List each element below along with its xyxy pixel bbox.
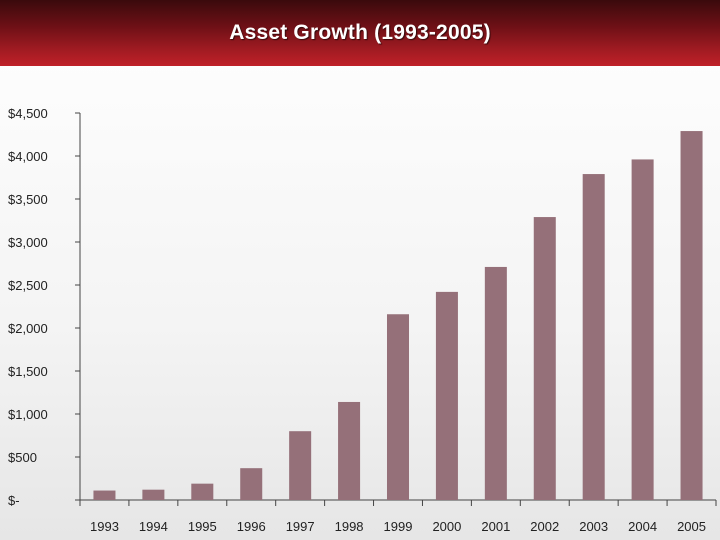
- bar-2000: [435, 291, 458, 500]
- x-tick-label: 2003: [579, 519, 608, 534]
- bar-2004: [631, 159, 654, 500]
- x-tick-label: 2004: [628, 519, 657, 534]
- y-tick-label: $2,000: [8, 321, 48, 336]
- x-axis: 1993 1994 1995 1996 1997 1998 1999 2000 2001 2002…: [79, 499, 717, 534]
- bar-2003: [582, 174, 605, 500]
- y-axis: $- $500 $1,000 $1,500 $2,000 $2,500 $3,000 $3,5…: [8, 106, 81, 508]
- x-tick-label: 2000: [432, 519, 461, 534]
- x-tick-label: 1997: [286, 519, 315, 534]
- x-tick-label: 1993: [90, 519, 119, 534]
- bar-2005: [680, 131, 703, 500]
- x-tick-label: 1998: [335, 519, 364, 534]
- y-tick-label: $1,000: [8, 407, 48, 422]
- bar-1994: [142, 489, 165, 500]
- bar-2002: [533, 217, 556, 500]
- bar-1997: [289, 431, 312, 500]
- bar-1998: [338, 401, 361, 500]
- bar-1999: [386, 314, 410, 500]
- y-tick-label: $3,000: [8, 235, 48, 250]
- bar-1993: [93, 490, 116, 500]
- bars: [93, 131, 703, 500]
- x-tick-label: 1995: [188, 519, 217, 534]
- chart-title: Asset Growth (1993-2005): [229, 21, 491, 44]
- y-tick-label: $3,500: [8, 192, 48, 207]
- x-tick-label: 2005: [677, 519, 706, 534]
- bar-1995: [191, 483, 214, 500]
- x-tick-label: 1999: [384, 519, 413, 534]
- y-tick-label: $4,000: [8, 149, 48, 164]
- bar-1996: [240, 468, 263, 500]
- y-tick-label: $-: [8, 493, 20, 508]
- y-tick-label: $2,500: [8, 278, 48, 293]
- y-tick-label: $1,500: [8, 364, 48, 379]
- title-banner: [0, 0, 720, 66]
- y-tick-label: $4,500: [8, 106, 48, 121]
- y-tick-label: $500: [8, 450, 37, 465]
- x-tick-label: 2002: [530, 519, 559, 534]
- bar-2001: [484, 266, 507, 500]
- x-tick-label: 1994: [139, 519, 168, 534]
- x-tick-label: 2001: [481, 519, 510, 534]
- x-tick-label: 1996: [237, 519, 266, 534]
